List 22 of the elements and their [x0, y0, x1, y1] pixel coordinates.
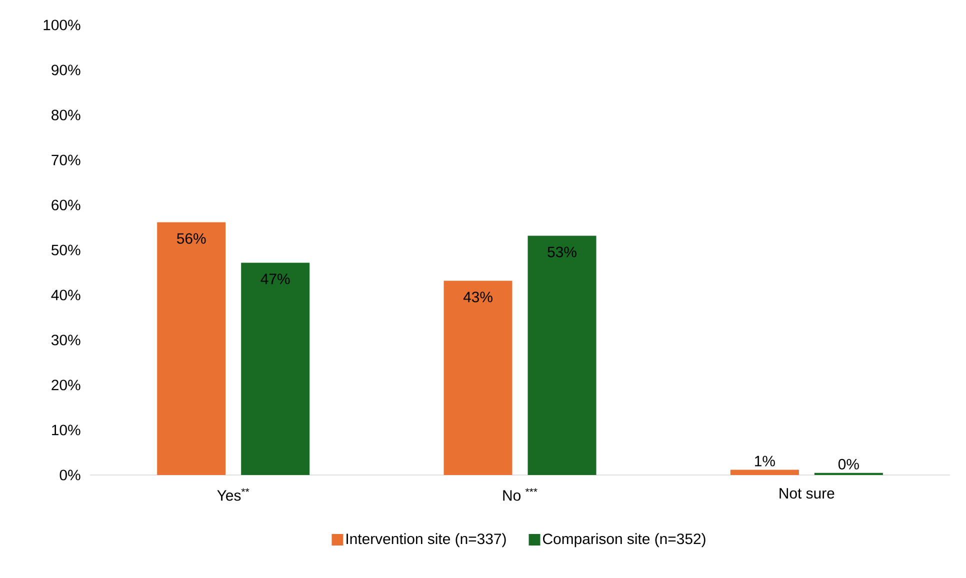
data-label: 47% — [260, 274, 290, 284]
x-tick-label: Yes$^{**}$ — [217, 488, 250, 501]
y-tick-label: 100% — [44, 20, 80, 30]
y-tick-label: 0% — [60, 470, 80, 480]
x-tick-label: Not sure — [780, 488, 834, 499]
y-tick-label: 50% — [52, 244, 80, 256]
y-tick-label: 40% — [51, 290, 80, 300]
y-tick-label: 30% — [51, 334, 80, 346]
y-tick-label: 80% — [52, 110, 80, 120]
legend-label: Intervention site (n=337) — [346, 533, 506, 548]
y-tick-label: 60% — [52, 200, 80, 210]
data-label: 43% — [463, 292, 492, 302]
data-label: 0% — [838, 458, 859, 470]
y-tick-label: 70% — [52, 154, 80, 166]
data-label: 56% — [176, 233, 206, 244]
data-label: 1% — [755, 456, 775, 466]
y-tick-label: 20% — [52, 380, 80, 390]
y-tick-label: 10% — [52, 424, 80, 436]
x-tick-label: No $^{***}$ — [503, 488, 538, 501]
data-label: 53% — [548, 246, 576, 258]
y-tick-label: 90% — [52, 64, 80, 76]
legend-label: Comparison site (n=352) — [543, 533, 706, 548]
